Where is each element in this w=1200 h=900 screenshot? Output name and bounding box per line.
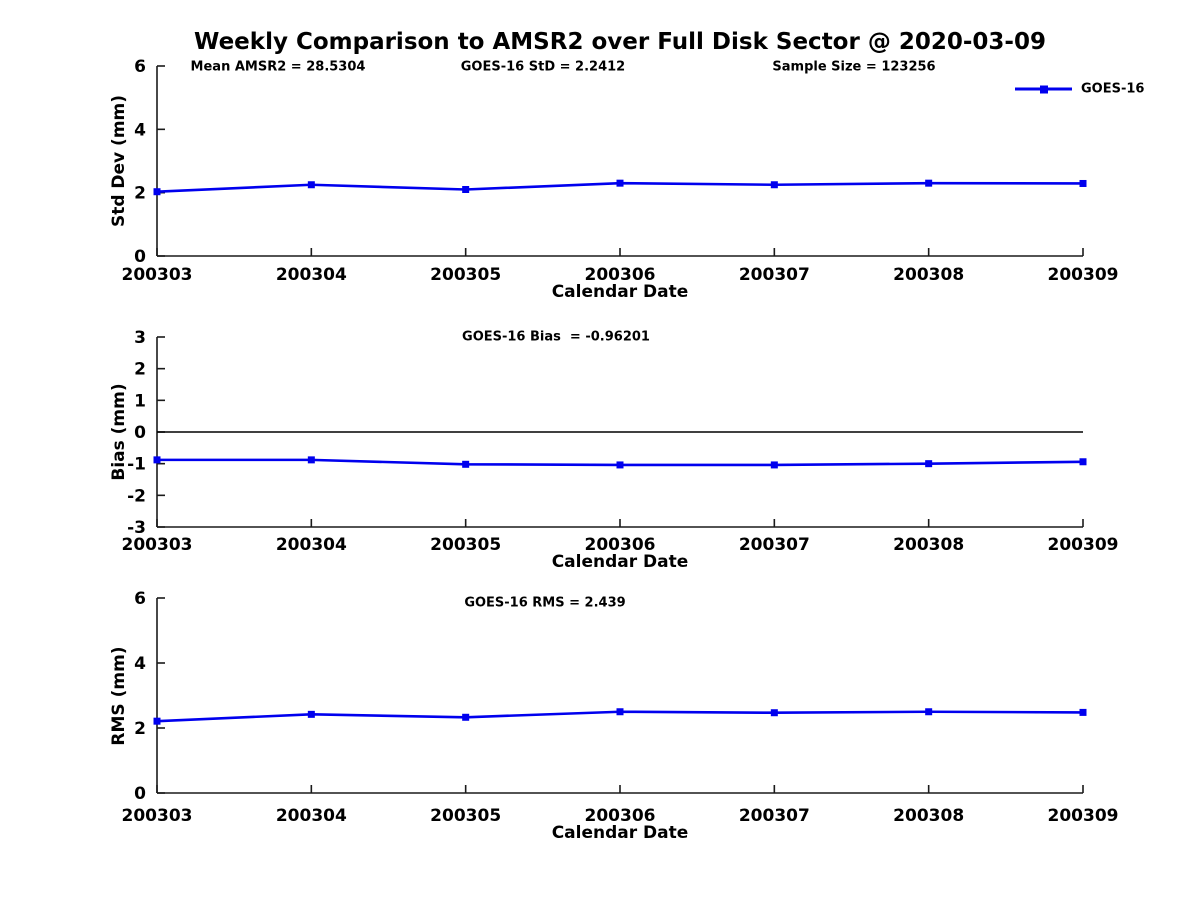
ylabel-bias: Bias (mm) — [109, 383, 129, 481]
data-point-marker — [307, 710, 315, 718]
x-tick-label: 200307 — [739, 806, 810, 826]
xlabel-std-dev-panel: Calendar Date — [551, 282, 689, 302]
x-tick-label: 200303 — [122, 806, 193, 826]
legend: GOES-16 — [1015, 82, 1144, 97]
data-point-marker — [1079, 179, 1087, 187]
x-tick-label: 200304 — [276, 265, 347, 285]
x-tick-label: 200303 — [122, 535, 193, 555]
x-tick-label: 200305 — [430, 806, 501, 826]
data-point-marker — [307, 181, 315, 189]
y-tick-label: 0 — [134, 247, 146, 267]
data-point-marker — [462, 186, 470, 193]
y-tick-label: 4 — [134, 654, 146, 674]
y-tick-label: -3 — [127, 518, 146, 538]
x-tick-label: 200306 — [585, 535, 656, 555]
legend-line-sample — [1015, 85, 1072, 93]
annotation-mean-amsr2: Mean AMSR2 = 28.5304 — [190, 59, 366, 75]
data-point-marker — [925, 708, 933, 716]
data-point-marker — [462, 460, 470, 468]
x-tick-label: 200303 — [122, 265, 193, 285]
y-tick-label: 3 — [134, 328, 146, 348]
x-tick-label: 200308 — [893, 806, 964, 826]
x-tick-label: 200307 — [739, 535, 810, 555]
y-tick-label: 4 — [134, 120, 146, 140]
x-tick-label: 200305 — [430, 265, 501, 285]
y-tick-label: -1 — [127, 455, 146, 475]
x-tick-label: 200304 — [276, 535, 347, 555]
data-point-marker — [1079, 458, 1087, 466]
data-point-marker — [1079, 708, 1087, 716]
x-tick-label: 200306 — [585, 806, 656, 826]
data-point-marker — [153, 188, 161, 196]
y-tick-label: 6 — [134, 57, 146, 77]
annotation-goes16-bias: GOES-16 Bias = -0.96201 — [462, 329, 650, 345]
x-tick-label: 200305 — [430, 535, 501, 555]
x-tick-label: 200306 — [585, 265, 656, 285]
data-point-marker — [770, 181, 778, 189]
legend-square-marker-icon — [1039, 85, 1048, 93]
annotation-goes16-std: GOES-16 StD = 2.2412 — [460, 59, 626, 75]
y-tick-label: 6 — [134, 589, 146, 609]
y-tick-label: 2 — [134, 719, 146, 739]
data-point-marker — [307, 456, 315, 464]
y-tick-label: 2 — [134, 184, 146, 204]
data-point-marker — [153, 717, 161, 725]
data-point-marker — [616, 708, 624, 716]
data-point-marker — [616, 461, 624, 469]
data-point-marker — [925, 460, 933, 468]
y-tick-label: 0 — [134, 423, 146, 443]
x-tick-label: 200307 — [739, 265, 810, 285]
y-tick-label: -2 — [127, 486, 146, 506]
x-tick-label: 200309 — [1048, 265, 1119, 285]
y-tick-label: 2 — [134, 360, 146, 380]
y-tick-label: 0 — [134, 784, 146, 804]
x-tick-label: 200309 — [1048, 535, 1119, 555]
data-point-marker — [153, 456, 161, 464]
figure-title: Weekly Comparison to AMSR2 over Full Dis… — [194, 29, 1046, 55]
legend-label: GOES-16 — [1081, 81, 1145, 97]
annotation-goes16-rms: GOES-16 RMS = 2.439 — [464, 595, 626, 611]
annotation-sample-size: Sample Size = 123256 — [772, 59, 936, 75]
xlabel-bias-panel: Calendar Date — [551, 552, 689, 572]
ylabel-rms: RMS (mm) — [109, 646, 129, 746]
xlabel-rms-panel: Calendar Date — [551, 823, 689, 843]
data-point-marker — [462, 713, 470, 721]
ylabel-std-dev: Std Dev (mm) — [109, 94, 129, 228]
data-point-marker — [925, 179, 933, 187]
data-point-marker — [616, 179, 624, 187]
x-tick-label: 200304 — [276, 806, 347, 826]
x-tick-label: 200308 — [893, 265, 964, 285]
x-tick-label: 200308 — [893, 535, 964, 555]
data-point-marker — [770, 461, 778, 469]
data-point-marker — [770, 709, 778, 717]
y-tick-label: 1 — [134, 391, 146, 411]
x-tick-label: 200309 — [1048, 806, 1119, 826]
